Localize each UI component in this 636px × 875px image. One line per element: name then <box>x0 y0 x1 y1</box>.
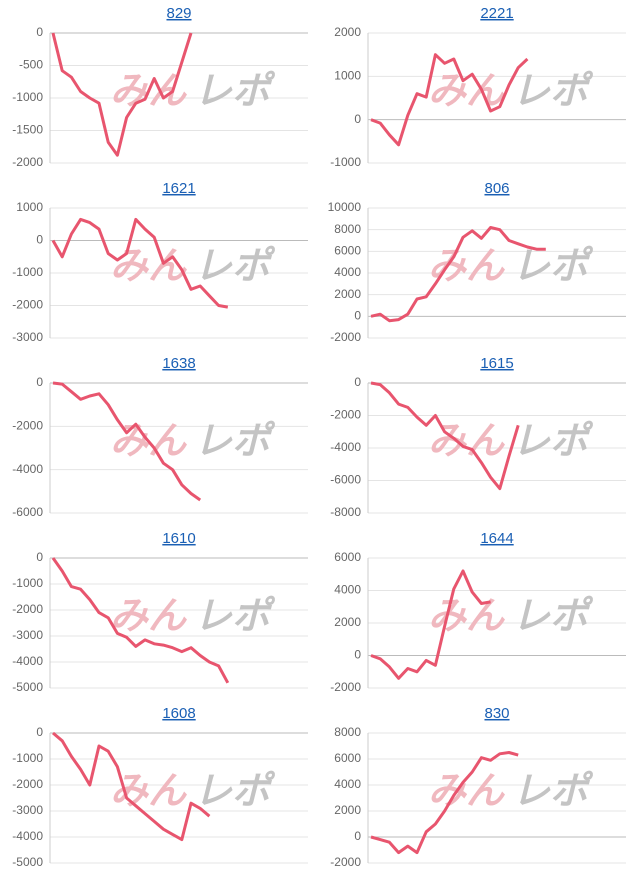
data-line <box>51 32 193 157</box>
y-tick-label: 4000 <box>334 265 361 279</box>
y-tick-label: -3000 <box>12 330 43 344</box>
y-tick-label: 2000 <box>334 615 361 629</box>
y-tick-label: -3000 <box>12 803 43 817</box>
y-tick-label: -1000 <box>12 90 43 104</box>
y-tick-label: 6000 <box>334 244 361 258</box>
y-tick-label: 6000 <box>334 751 361 765</box>
watermark: みん <box>428 244 505 288</box>
chart-title[interactable]: 1610 <box>162 530 195 547</box>
y-tick-label: -2000 <box>330 330 361 344</box>
data-line <box>370 226 546 323</box>
y-tick-label: -5000 <box>12 680 43 694</box>
chart-title[interactable]: 1608 <box>162 705 195 722</box>
chart-title[interactable]: 1638 <box>162 355 195 372</box>
y-tick-label: -4000 <box>12 829 43 843</box>
y-tick-label: -1000 <box>12 265 43 279</box>
y-tick-label: -5000 <box>12 855 43 869</box>
y-tick-label: 10000 <box>328 200 362 214</box>
watermark: レポ <box>194 419 276 463</box>
y-tick-label: 0 <box>354 375 361 389</box>
y-tick-label: -500 <box>19 58 43 72</box>
y-tick-label: -3000 <box>12 628 43 642</box>
data-line <box>370 751 519 855</box>
watermark: レポ <box>194 69 276 113</box>
y-tick-label: -2000 <box>330 680 361 694</box>
y-tick-label: -2000 <box>12 602 43 616</box>
y-tick-label: -8000 <box>330 505 361 519</box>
data-line <box>51 557 230 684</box>
y-tick-label: 4000 <box>334 777 361 791</box>
y-tick-label: -2000 <box>330 855 361 869</box>
y-tick-label: 0 <box>36 550 43 564</box>
chart-title[interactable]: 829 <box>166 5 191 22</box>
y-tick-label: -2000 <box>12 777 43 791</box>
y-tick-label: 0 <box>354 648 361 662</box>
y-tick-label: -2000 <box>12 419 43 433</box>
y-tick-label: 0 <box>36 375 43 389</box>
data-line <box>370 53 529 147</box>
y-tick-label: 8000 <box>334 725 361 739</box>
data-line <box>370 569 491 680</box>
y-tick-label: -2000 <box>330 408 361 422</box>
data-line <box>52 731 211 842</box>
y-tick-label: -1000 <box>12 576 43 590</box>
watermark: レポ <box>194 769 276 813</box>
y-tick-label: 0 <box>354 112 361 126</box>
y-tick-label: 8000 <box>334 222 361 236</box>
y-tick-label: -2000 <box>12 155 43 169</box>
y-tick-label: -4000 <box>330 440 361 454</box>
chart-title[interactable]: 2221 <box>480 5 513 22</box>
watermark: みん <box>110 594 187 638</box>
watermark: レポ <box>194 594 276 638</box>
y-tick-label: -1000 <box>330 155 361 169</box>
data-line <box>370 381 520 491</box>
y-tick-label: 2000 <box>334 25 361 39</box>
y-tick-label: 0 <box>354 829 361 843</box>
watermark: みん <box>428 769 505 813</box>
y-tick-label: 0 <box>36 233 43 247</box>
y-tick-label: -4000 <box>12 654 43 668</box>
y-tick-label: -6000 <box>12 505 43 519</box>
watermark: レポ <box>512 594 594 638</box>
y-tick-label: 4000 <box>334 583 361 597</box>
data-line <box>51 217 229 309</box>
y-tick-label: 2000 <box>334 803 361 817</box>
y-tick-label: 0 <box>354 309 361 323</box>
y-tick-label: -1000 <box>12 751 43 765</box>
y-tick-label: -1500 <box>12 123 43 137</box>
y-tick-label: 0 <box>36 725 43 739</box>
watermark: みん <box>110 769 187 813</box>
watermark: レポ <box>194 244 276 288</box>
watermark: レポ <box>512 244 594 288</box>
watermark: みん <box>428 594 505 638</box>
watermark: みん <box>428 69 505 113</box>
y-tick-label: 1000 <box>334 69 361 83</box>
y-tick-label: 2000 <box>334 287 361 301</box>
y-tick-label: -4000 <box>12 462 43 476</box>
chart-title[interactable]: 806 <box>484 180 509 197</box>
chart-title[interactable]: 1644 <box>480 530 513 547</box>
data-line <box>52 381 202 502</box>
chart-title[interactable]: 1621 <box>162 180 195 197</box>
watermark: レポ <box>512 69 594 113</box>
watermark: みん <box>110 244 187 288</box>
watermark: レポ <box>512 419 594 463</box>
y-tick-label: -2000 <box>12 298 43 312</box>
y-tick-label: -6000 <box>330 473 361 487</box>
chart-title[interactable]: 830 <box>484 705 509 722</box>
chart-title[interactable]: 1615 <box>480 355 513 372</box>
y-tick-label: 0 <box>36 25 43 39</box>
y-tick-label: 1000 <box>16 200 43 214</box>
watermark: レポ <box>512 769 594 813</box>
y-tick-label: 6000 <box>334 550 361 564</box>
